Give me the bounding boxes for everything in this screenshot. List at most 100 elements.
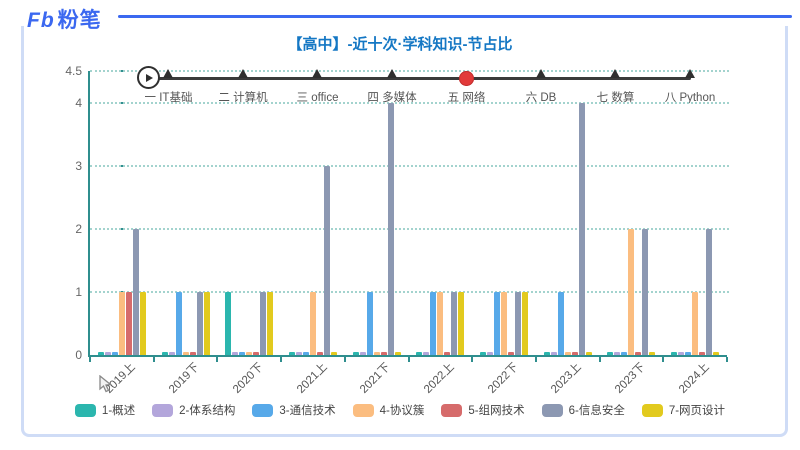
- logo-fb-mark: Fb: [27, 9, 55, 32]
- bar: [302, 351, 309, 355]
- timeline-marker-8[interactable]: [684, 69, 695, 78]
- bar-group-2020下: [217, 71, 281, 355]
- bar: [451, 291, 458, 355]
- timeline-marker-4[interactable]: [386, 69, 397, 78]
- timeline-label-8[interactable]: 八 Python: [664, 92, 716, 104]
- x-category-label: 2021下: [358, 361, 393, 396]
- legend-item-6-信息安全[interactable]: 6-信息安全: [541, 402, 625, 418]
- bar: [550, 351, 557, 355]
- x-tick-mark: [726, 357, 728, 362]
- y-tick-label: 2: [75, 221, 82, 236]
- y-tick-label: 1: [75, 284, 82, 299]
- bar: [373, 351, 380, 355]
- bar: [246, 351, 253, 355]
- x-category-label: 2020下: [230, 361, 266, 396]
- legend-label: 1-概述: [101, 405, 136, 417]
- bar-group-2019上: [90, 71, 154, 355]
- bar: [182, 351, 189, 355]
- legend-item-2-体系结构[interactable]: 2-体系结构: [152, 402, 235, 418]
- bar-chart-plot: [88, 70, 729, 362]
- bar: [225, 291, 232, 355]
- bar: [678, 351, 685, 355]
- bar: [642, 228, 649, 355]
- bar: [203, 291, 210, 355]
- gridline-y3: [90, 164, 729, 167]
- legend-item-3-通信技术[interactable]: 3-通信技术: [252, 402, 336, 418]
- gridline-y4.5: [90, 70, 729, 72]
- legend-swatch: [252, 403, 274, 417]
- bar: [671, 351, 678, 355]
- bar: [118, 291, 125, 355]
- bar: [288, 351, 295, 355]
- timeline-label-7[interactable]: 七 数算: [596, 92, 635, 104]
- y-tick-label: 4.5: [65, 64, 82, 78]
- bar: [380, 351, 387, 355]
- bar-group-2023上: [536, 71, 600, 355]
- timeline-marker-5-active[interactable]: [459, 71, 474, 86]
- bar: [621, 351, 628, 355]
- x-category-label: 2021上: [294, 361, 330, 396]
- bar: [564, 351, 571, 355]
- bar: [132, 228, 139, 355]
- gridline-y1: [90, 290, 729, 293]
- legend-label: 3-通信技术: [279, 405, 336, 417]
- y-axis: 0 1 2 3 4 4.5: [46, 64, 124, 362]
- timeline-marker-7[interactable]: [610, 69, 620, 78]
- timeline-line: [150, 77, 691, 80]
- bar: [161, 351, 168, 355]
- timeline-marker-2[interactable]: [237, 69, 248, 78]
- x-category-label: 2019下: [167, 361, 202, 396]
- timeline-marker-6[interactable]: [535, 69, 546, 78]
- timeline-label-1[interactable]: 一 IT基础: [144, 92, 193, 104]
- bar: [480, 351, 487, 355]
- legend-swatch: [541, 403, 563, 417]
- play-button[interactable]: [137, 66, 160, 89]
- x-tick-mark: [662, 357, 665, 362]
- legend-item-4-协议簇[interactable]: 4-协议簇: [352, 402, 424, 418]
- timeline-marker-1[interactable]: [163, 69, 173, 78]
- bar: [437, 291, 444, 355]
- timeline-label-5[interactable]: 五 网络: [447, 92, 486, 104]
- bar: [635, 351, 642, 355]
- bar: [125, 291, 132, 355]
- x-tick-mark: [89, 357, 91, 362]
- x-tick-mark: [280, 357, 283, 362]
- bar: [267, 291, 274, 355]
- bar-group-2022上: [409, 71, 473, 355]
- timeline-marker-3[interactable]: [312, 69, 322, 78]
- bar: [309, 291, 316, 355]
- gridline-y4: [90, 101, 729, 104]
- x-tick-mark: [407, 357, 410, 362]
- bar: [607, 351, 614, 355]
- bar: [387, 102, 394, 355]
- timeline-label-2[interactable]: 二 计算机: [218, 92, 268, 104]
- legend-swatch: [441, 403, 463, 417]
- legend-item-5-组网技术[interactable]: 5-组网技术: [441, 402, 525, 418]
- bar: [585, 351, 592, 355]
- legend-item-1-概述[interactable]: 1-概述: [74, 402, 136, 418]
- bar: [260, 291, 267, 355]
- legend-swatch: [74, 403, 96, 417]
- bar: [139, 291, 146, 355]
- x-category-label: 2022上: [421, 361, 457, 396]
- timeline-label-4[interactable]: 四 多媒体: [367, 92, 417, 104]
- y-tick-label: 3: [75, 158, 82, 173]
- bar: [713, 351, 720, 355]
- bar: [706, 228, 713, 355]
- legend-item-7-网页设计[interactable]: 7-网页设计: [641, 402, 725, 418]
- y-tick-label: 4: [75, 95, 82, 110]
- page-title: 【高中】-近十次·学科知识-节占比: [287, 36, 513, 53]
- bar: [359, 351, 366, 355]
- bar: [628, 228, 635, 355]
- timeline-label-6[interactable]: 六 DB: [525, 92, 557, 104]
- bar: [189, 351, 196, 355]
- bar: [366, 291, 373, 355]
- x-tick-mark: [598, 357, 601, 362]
- bar: [175, 291, 182, 355]
- bar: [168, 351, 175, 355]
- bar: [316, 351, 323, 355]
- timeline-label-3[interactable]: 三 office: [296, 92, 339, 104]
- header-divider-line: [118, 15, 792, 18]
- x-category-label: 2023下: [613, 361, 648, 396]
